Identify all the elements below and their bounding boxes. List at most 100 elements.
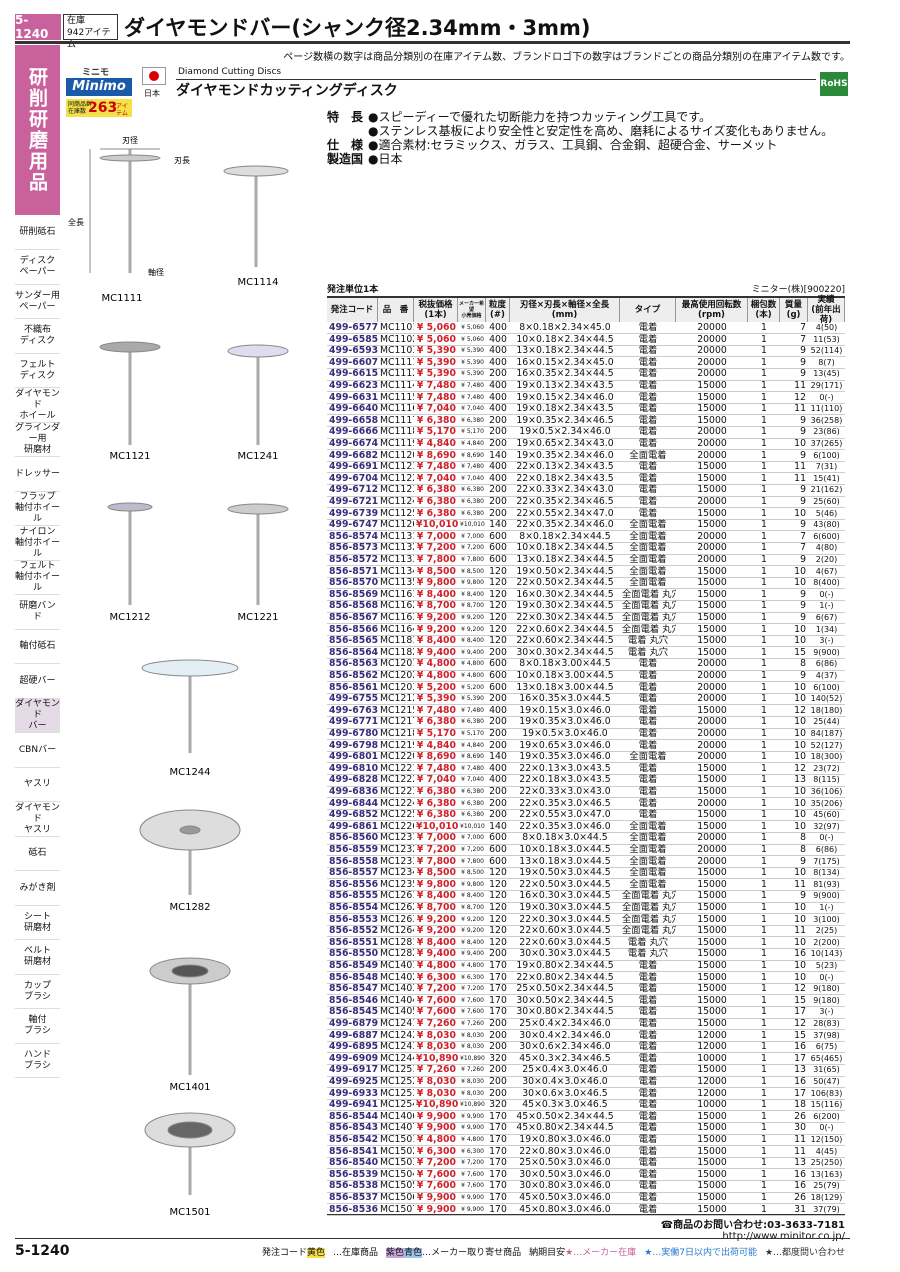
table-cell: 8	[800, 832, 806, 844]
table-cell: 200	[489, 1087, 507, 1099]
table-cell: ¥ 8,690	[416, 751, 456, 763]
table-cell: 856-8547	[329, 983, 378, 995]
table-cell: 499-6798	[329, 739, 378, 751]
table-cell: 20000	[697, 449, 727, 461]
row-rule	[327, 449, 845, 451]
table-cell: MC1254	[380, 1099, 414, 1111]
row-rule	[327, 889, 845, 891]
table-cell: ¥ 5,390	[461, 358, 484, 366]
table-cell: 19×0.35×2.34×46.5	[516, 414, 614, 426]
table-cell: 856-8549	[329, 960, 378, 971]
table-cell: MC1243	[380, 1041, 414, 1053]
table-cell: ¥ 6,380	[416, 797, 456, 809]
table-cell: 電着	[638, 716, 658, 728]
sidebar-item: カップ ブラシ	[15, 975, 60, 1009]
table-cell: 15000	[697, 623, 727, 635]
table-cell: ¥ 8,690	[416, 449, 456, 461]
table-cell: 499-6615	[329, 368, 378, 380]
table-cell: 30×0.50×2.34×44.5	[516, 994, 614, 1006]
row-rule	[327, 762, 845, 764]
table-cell: ¥ 8,690	[461, 451, 484, 459]
table-cell: 19×0.18×2.34×43.5	[516, 403, 614, 415]
table-cell: 22×0.55×3.0×47.0	[519, 809, 611, 821]
table-cell: 25(250)	[810, 1158, 843, 1168]
table-cell: MC1235	[380, 878, 414, 890]
table-cell: ¥ 5,170	[416, 426, 456, 438]
table-cell: 856-8569	[329, 588, 378, 600]
stock-unit: アイテム	[67, 28, 111, 50]
table-cell: 32(97)	[813, 821, 840, 831]
table-cell: ¥10,010	[460, 521, 485, 529]
table-cell: ¥ 5,060	[416, 322, 456, 333]
table-cell: 856-8542	[329, 1134, 378, 1145]
table-cell: 19×0.30×2.34×44.5	[516, 600, 614, 612]
table-cell: 18	[794, 1099, 806, 1111]
table-cell: 15000	[697, 1157, 727, 1169]
table-cell: ¥ 7,800	[461, 556, 484, 563]
table-cell: ¥ 8,400	[416, 588, 456, 600]
row-rule	[327, 843, 845, 845]
table-cell: 4(45)	[815, 1146, 838, 1156]
table-cell: ¥ 8,690	[461, 753, 484, 761]
table-cell: 25×0.50×3.0×46.0	[519, 1157, 611, 1169]
table-cell: 電着	[638, 461, 658, 473]
table-cell: 43(80)	[813, 520, 840, 530]
row-rule	[327, 1040, 845, 1042]
table-cell: ¥ 7,480	[416, 461, 456, 473]
table-cell: ¥ 7,040	[416, 774, 456, 786]
table-cell: 9	[800, 484, 806, 496]
table-cell: 30×0.80×3.0×46.0	[519, 1180, 611, 1192]
table-cell: MC1124	[380, 496, 414, 507]
table-cell: 499-6721	[329, 496, 378, 507]
table-cell: ¥ 8,400	[461, 590, 484, 598]
sidebar-item: サンダー用 ペーパー	[15, 285, 60, 319]
table-cell: 15	[794, 1029, 806, 1041]
table-cell: 全面電着	[629, 751, 667, 763]
table-cell: 29(171)	[810, 381, 843, 390]
table-cell: 856-8546	[329, 994, 378, 1006]
table-cell: 12	[794, 762, 806, 774]
table-cell: 15000	[697, 809, 727, 821]
table-cell: ¥ 7,260	[416, 1018, 456, 1029]
table-cell: ¥ 5,390	[416, 368, 456, 380]
table-cell: ¥ 5,390	[416, 345, 456, 357]
table-cell: 106(83)	[810, 1088, 843, 1098]
table-cell: 9	[800, 612, 806, 623]
table-cell: 200	[489, 368, 507, 380]
row-rule	[327, 681, 845, 683]
table-cell: 電着 丸穴	[627, 948, 669, 960]
table-cell: ¥ 4,800	[416, 1134, 456, 1145]
table-cell: 30×0.50×3.0×46.0	[519, 1168, 611, 1180]
table-cell: 52(114)	[810, 346, 843, 356]
table-cell: MC1181	[380, 635, 414, 647]
table-cell: 15000	[697, 635, 727, 647]
table-cell: 電着	[638, 728, 658, 739]
table-cell: MC1407	[380, 1122, 414, 1134]
table-cell: 9	[800, 356, 806, 368]
table-cell: 10	[794, 565, 806, 577]
figure-label: MC1401	[169, 1082, 210, 1093]
table-cell: 電着	[638, 391, 658, 403]
dimension-label: 刃径	[122, 135, 138, 145]
table-cell: ¥10,010	[460, 822, 485, 830]
table-cell: MC1203	[380, 681, 414, 693]
row-rule	[327, 785, 845, 787]
table-cell: 499-6828	[329, 774, 378, 786]
table-cell: MC1126	[380, 519, 414, 531]
table-cell: 全面電着 丸穴	[622, 623, 676, 635]
sidebar-item: グラインダー用 研磨材	[15, 423, 61, 457]
table-cell: MC1212	[380, 693, 414, 705]
legend-item: 黄色	[307, 1248, 326, 1258]
table-cell: 22×0.50×3.0×44.5	[519, 878, 611, 890]
table-cell: MC1201	[380, 658, 414, 670]
feature-label: 特 長	[327, 110, 364, 124]
table-cell: 1	[761, 565, 767, 577]
table-cell: 電着	[638, 681, 658, 693]
table-cell: 10×0.18×2.34×44.5	[516, 542, 614, 554]
table-cell: 30×0.30×3.0×44.5	[519, 948, 611, 960]
table-cell: 1	[761, 878, 767, 890]
table-cell: 1	[761, 1203, 767, 1215]
row-rule	[327, 588, 845, 590]
table-cell: 1	[761, 612, 767, 623]
